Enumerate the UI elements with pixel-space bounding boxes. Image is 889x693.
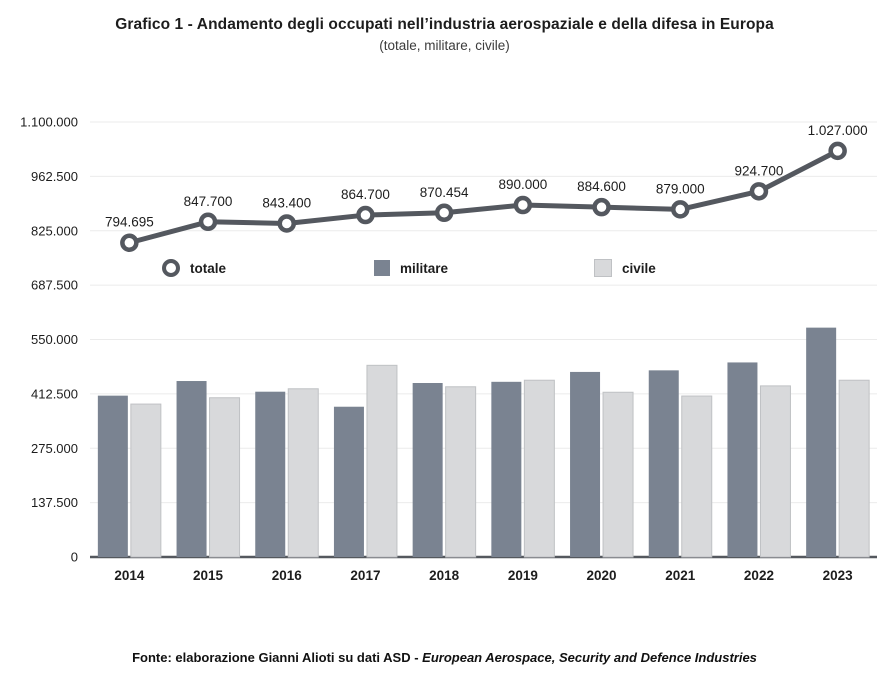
bar-militare-2017 [333, 406, 364, 557]
y-tick-label-137.500: 137.500 [31, 495, 78, 510]
bar-militare-2022 [727, 362, 758, 557]
legend-item-militare: militare [374, 258, 448, 278]
source-note: Fonte: elaborazione Gianni Alioti su dat… [0, 650, 889, 665]
source-note-italic: European Aerospace, Security and Defence… [422, 650, 757, 665]
bar-militare-2018 [412, 383, 443, 557]
data-label-totale-2020: 884.600 [577, 179, 626, 194]
x-tick-label-2020: 2020 [587, 568, 617, 583]
x-tick-label-2021: 2021 [665, 568, 696, 583]
x-tick-label-2019: 2019 [508, 568, 538, 583]
marker-totale-2019 [513, 195, 533, 215]
y-tick-label-0: 0 [71, 550, 78, 565]
bar-militare-2021 [648, 370, 679, 557]
bar-militare-2016 [255, 391, 286, 557]
x-tick-label-2014: 2014 [114, 568, 145, 583]
bar-militare-2014 [97, 395, 128, 557]
data-label-totale-2019: 890.000 [498, 177, 547, 192]
y-tick-label-687.500: 687.500 [31, 278, 78, 293]
marker-totale-2018 [434, 203, 454, 223]
bar-militare-2019 [491, 381, 522, 557]
y-tick-label-962.500: 962.500 [31, 169, 78, 184]
marker-totale-2016 [277, 214, 296, 233]
legend-item-civile: civile [594, 258, 656, 278]
legend-label-totale: totale [190, 260, 227, 276]
bar-civile-2021 [681, 395, 713, 558]
line-totale [126, 148, 841, 246]
data-label-totale-2016: 843.400 [262, 195, 311, 210]
data-label-totale-2015: 847.700 [184, 194, 233, 209]
bar-civile-2015 [209, 397, 241, 558]
data-label-totale-2017: 864.700 [341, 187, 390, 202]
x-tick-label-2018: 2018 [429, 568, 460, 583]
chart-subtitle: (totale, militare, civile) [379, 38, 510, 53]
marker-totale-2014 [120, 233, 139, 252]
chart-title: Grafico 1 - Andamento degli occupati nel… [115, 16, 774, 33]
x-tick-label-2015: 2015 [193, 568, 224, 583]
data-label-totale-2018: 870.454 [420, 185, 469, 200]
civile-swatch-icon [594, 259, 612, 277]
y-tick-label-412.500: 412.500 [31, 386, 78, 401]
marker-totale-2017 [356, 205, 375, 225]
x-tick-label-2017: 2017 [350, 568, 380, 583]
data-label-totale-2014: 794.695 [105, 215, 154, 230]
y-tick-label-825.000: 825.000 [31, 223, 78, 238]
y-tick-label-275.000: 275.000 [31, 441, 78, 456]
y-tick-label-550.000: 550.000 [31, 332, 78, 347]
bar-civile-2023 [838, 379, 870, 558]
x-tick-label-2022: 2022 [744, 568, 774, 583]
x-tick-label-2016: 2016 [272, 568, 303, 583]
marker-totale-2023 [828, 141, 847, 161]
data-label-totale-2021: 879.000 [656, 181, 705, 196]
source-note-text: Fonte: elaborazione Gianni Alioti su dat… [132, 650, 423, 665]
marker-totale-2020 [592, 197, 611, 217]
bar-civile-2022 [759, 385, 791, 558]
bar-civile-2017 [366, 364, 398, 558]
bar-militare-2023 [806, 327, 837, 557]
bar-civile-2018 [445, 386, 477, 558]
militare-swatch-icon [374, 260, 390, 276]
bar-civile-2020 [602, 391, 634, 558]
marker-totale-2021 [671, 200, 690, 219]
marker-totale-2022 [749, 182, 769, 201]
bar-civile-2014 [130, 403, 162, 558]
bar-civile-2016 [287, 388, 319, 558]
totale-line-marker-icon [162, 259, 180, 277]
bar-militare-2015 [176, 381, 207, 557]
marker-totale-2015 [198, 212, 218, 232]
data-label-totale-2023: 1.027.000 [808, 123, 868, 138]
legend-label-militare: militare [400, 260, 449, 276]
bar-militare-2020 [570, 371, 601, 557]
legend-label-civile: civile [622, 260, 656, 276]
x-tick-label-2023: 2023 [823, 568, 854, 583]
y-tick-label-1.100.000: 1.100.000 [20, 115, 78, 130]
data-label-totale-2022: 924.700 [735, 163, 784, 178]
legend-item-totale: totale [162, 258, 226, 278]
bar-civile-2019 [523, 379, 555, 558]
